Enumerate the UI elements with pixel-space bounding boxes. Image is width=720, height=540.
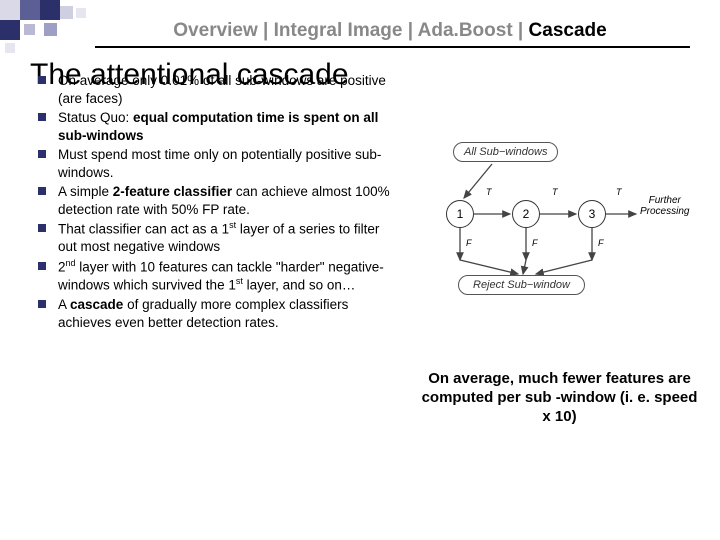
breadcrumb-separator: |	[402, 20, 417, 41]
breadcrumb-item: Integral Image	[274, 20, 403, 41]
diagram-caption: On average, much fewer features are comp…	[417, 370, 702, 426]
breadcrumb-item: Cascade	[529, 20, 607, 41]
bullet-item: A cascade of gradually more complex clas…	[38, 296, 393, 331]
breadcrumb-item: Overview	[173, 20, 258, 41]
cascade-node-1: 1	[446, 200, 474, 228]
decoration-square	[5, 43, 15, 53]
cascade-node-3: 3	[578, 200, 606, 228]
breadcrumb: Overview | Integral Image | Ada.Boost | …	[80, 20, 700, 42]
t-label-2: T	[552, 187, 558, 197]
t-label-3: T	[616, 187, 622, 197]
diagram-all-subwindows-label: All Sub−windows	[453, 142, 558, 162]
breadcrumb-separator: |	[258, 20, 274, 41]
cascade-diagram: All Sub−windows 1 2 3 T T T F F F Furthe…	[408, 140, 708, 320]
bullet-item: A simple 2-feature classifier can achiev…	[38, 183, 393, 218]
f-label-2: F	[532, 238, 538, 248]
decoration-square	[44, 23, 57, 36]
decoration-square	[0, 0, 20, 20]
bullet-item: That classifier can act as a 1st layer o…	[38, 220, 393, 256]
cascade-node-2: 2	[512, 200, 540, 228]
decoration-square	[76, 8, 86, 18]
breadcrumb-item: Ada.Boost	[418, 20, 513, 41]
decoration-square	[24, 24, 35, 35]
f-label-3: F	[598, 238, 604, 248]
decoration-square	[0, 20, 20, 40]
breadcrumb-separator: |	[513, 20, 529, 41]
decoration-square	[20, 0, 40, 20]
bullet-item: On average only 0.01% of all sub-windows…	[38, 72, 393, 107]
breadcrumb-underline	[95, 46, 690, 48]
further-processing-label: FurtherProcessing	[640, 195, 689, 217]
bullet-list: On average only 0.01% of all sub-windows…	[38, 72, 393, 333]
bullet-item: Must spend most time only on potentially…	[38, 146, 393, 181]
decoration-square	[60, 6, 73, 19]
bullet-item: 2nd layer with 10 features can tackle "h…	[38, 258, 393, 294]
f-label-1: F	[466, 238, 472, 248]
t-label-1: T	[486, 187, 492, 197]
bullet-item: Status Quo: equal computation time is sp…	[38, 109, 393, 144]
reject-subwindow-label: Reject Sub−window	[458, 275, 585, 295]
decoration-square	[40, 0, 60, 20]
